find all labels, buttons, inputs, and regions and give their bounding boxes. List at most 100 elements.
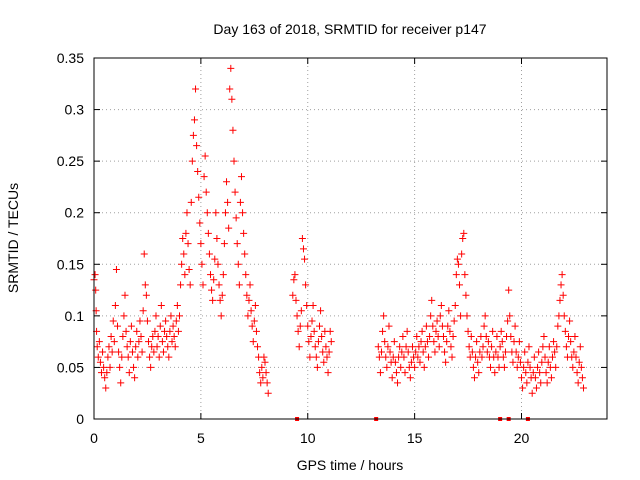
data-point — [577, 363, 585, 371]
data-point — [557, 281, 565, 289]
data-point — [436, 312, 444, 320]
data-point — [263, 379, 271, 387]
data-point — [154, 332, 162, 340]
y-tick-label: 0.1 — [65, 308, 85, 324]
data-point — [159, 348, 167, 356]
data-point — [429, 322, 437, 330]
data-point — [112, 265, 120, 273]
data-point — [146, 353, 154, 361]
data-point — [256, 369, 264, 377]
data-point — [416, 358, 424, 366]
data-point — [162, 317, 170, 325]
data-point — [143, 317, 151, 325]
data-point — [550, 338, 558, 346]
data-point — [178, 260, 186, 268]
data-point — [108, 348, 116, 356]
data-point — [166, 327, 174, 335]
data-point — [297, 307, 305, 315]
data-point — [325, 348, 333, 356]
data-point — [132, 343, 140, 351]
data-point — [430, 338, 438, 346]
data-point — [219, 271, 227, 279]
data-point — [118, 353, 126, 361]
data-point — [539, 343, 547, 351]
data-point — [116, 363, 124, 371]
data-point — [397, 363, 405, 371]
x-tick-label: 10 — [300, 430, 316, 446]
data-point — [312, 353, 320, 361]
data-point — [530, 353, 538, 361]
data-point — [567, 338, 575, 346]
data-point — [225, 224, 233, 232]
data-point — [421, 343, 429, 351]
data-point — [254, 343, 262, 351]
data-point — [489, 327, 497, 335]
data-point — [244, 312, 252, 320]
data-point — [461, 271, 469, 279]
data-point — [298, 235, 306, 242]
data-point — [237, 173, 245, 181]
data-point — [412, 348, 420, 356]
data-point — [579, 384, 587, 392]
data-point — [552, 363, 560, 371]
data-point — [114, 322, 122, 330]
data-point — [433, 317, 441, 325]
data-point — [239, 209, 247, 217]
data-point — [547, 374, 555, 382]
data-point — [420, 363, 428, 371]
data-point — [529, 369, 537, 377]
data-point — [538, 358, 546, 366]
data-point — [198, 260, 206, 268]
data-point — [227, 64, 235, 72]
data-point — [487, 363, 495, 371]
y-tick-label: 0 — [76, 411, 84, 427]
data-point — [380, 312, 388, 320]
data-point — [202, 188, 210, 196]
chart-title: Day 163 of 2018, SRMTID for receiver p14… — [213, 21, 486, 37]
data-point — [314, 338, 322, 346]
data-point — [576, 343, 584, 351]
data-point — [221, 209, 229, 217]
data-point — [145, 338, 153, 346]
data-point — [223, 178, 231, 186]
data-point — [427, 312, 435, 320]
data-point — [181, 271, 189, 279]
data-point — [553, 343, 561, 351]
data-point — [534, 363, 542, 371]
data-point — [293, 312, 301, 320]
data-point — [200, 173, 208, 181]
data-point — [453, 255, 461, 263]
data-point — [390, 338, 398, 346]
data-point — [512, 348, 520, 356]
data-point — [302, 281, 310, 289]
data-point — [168, 338, 176, 346]
data-point — [396, 343, 404, 351]
data-point — [192, 85, 200, 93]
y-tick-label: 0.25 — [57, 153, 84, 169]
data-point — [109, 317, 117, 325]
data-point — [514, 353, 522, 361]
data-point — [548, 353, 556, 361]
data-point — [241, 250, 249, 258]
data-point — [251, 302, 259, 310]
data-point — [264, 389, 272, 397]
data-point — [415, 343, 423, 351]
data-point — [448, 353, 456, 361]
data-point — [472, 353, 480, 361]
data-point — [535, 348, 543, 356]
data-point — [173, 302, 181, 310]
data-point — [127, 322, 135, 330]
data-point — [574, 379, 582, 387]
data-point — [518, 374, 525, 382]
data-point — [392, 369, 400, 377]
data-point — [236, 198, 244, 206]
data-point — [488, 343, 496, 351]
data-point — [383, 363, 391, 371]
data-point — [542, 369, 550, 377]
data-point — [224, 198, 232, 206]
data-point — [523, 379, 531, 387]
data-point — [513, 363, 521, 371]
data-point — [459, 235, 467, 242]
data-point — [233, 240, 241, 248]
